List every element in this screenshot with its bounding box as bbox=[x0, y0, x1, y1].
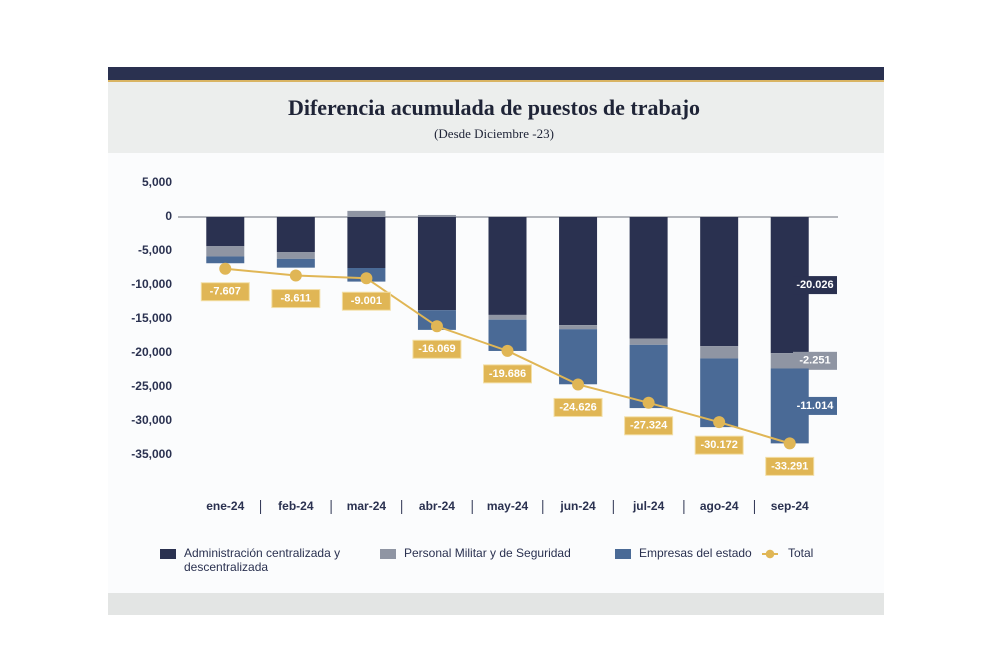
total-label: -33.291 bbox=[771, 460, 808, 472]
total-label: -7.607 bbox=[210, 286, 241, 298]
x-tick-label: abr-24 bbox=[419, 499, 455, 513]
y-tick-label: -5,000 bbox=[138, 243, 172, 257]
bar-segment bbox=[629, 217, 668, 339]
bar-segment bbox=[488, 314, 527, 320]
total-label: -30.172 bbox=[701, 439, 738, 451]
legend-item: Administración centralizada y descentral… bbox=[160, 546, 354, 574]
x-tick-label: feb-24 bbox=[278, 499, 314, 513]
bar-segment bbox=[206, 246, 245, 257]
total-point bbox=[430, 320, 443, 333]
total-label-box bbox=[412, 339, 462, 359]
y-tick-label: -35,000 bbox=[131, 447, 172, 461]
y-tick-label: -25,000 bbox=[131, 379, 172, 393]
end-label: -20.026 bbox=[796, 279, 833, 291]
x-tick-label: sep-24 bbox=[771, 499, 809, 513]
bar-segment bbox=[276, 252, 315, 259]
x-tick-label: jun-24 bbox=[559, 499, 596, 513]
y-tick-label: -10,000 bbox=[131, 277, 172, 291]
total-label-box bbox=[341, 291, 391, 311]
footer-band bbox=[108, 593, 884, 615]
end-label: -2.251 bbox=[799, 355, 830, 367]
total-label-box bbox=[200, 282, 250, 302]
total-point bbox=[713, 416, 726, 429]
y-tick-label: -30,000 bbox=[131, 413, 172, 427]
x-tick-label: jul-24 bbox=[632, 499, 665, 513]
bar-segment bbox=[559, 217, 598, 326]
total-label: -8.611 bbox=[281, 292, 312, 304]
end-label: -11.014 bbox=[797, 400, 835, 412]
bar-segment bbox=[700, 358, 739, 428]
total-label-box bbox=[553, 397, 603, 417]
top-stripe bbox=[108, 67, 884, 80]
total-point bbox=[783, 437, 796, 450]
total-point bbox=[360, 272, 373, 285]
end-label-box bbox=[793, 351, 837, 370]
total-point bbox=[289, 269, 302, 282]
y-tick-label: -20,000 bbox=[131, 345, 172, 359]
total-point bbox=[219, 262, 232, 275]
x-tick-label: may-24 bbox=[487, 499, 529, 513]
legend-item: Total bbox=[760, 546, 813, 560]
y-tick-label: -15,000 bbox=[131, 311, 172, 325]
bar-segment bbox=[206, 256, 245, 264]
legend-swatch bbox=[380, 549, 396, 559]
total-label: -19.686 bbox=[489, 368, 526, 380]
bar-segment bbox=[629, 338, 668, 345]
legend-label: Personal Militar y de Seguridad bbox=[404, 546, 571, 560]
end-label-box bbox=[793, 396, 837, 415]
legend-swatch bbox=[160, 549, 176, 559]
legend: Administración centralizada y descentral… bbox=[160, 546, 860, 586]
total-label: -27.324 bbox=[630, 420, 668, 432]
bar-segment bbox=[488, 217, 527, 315]
gold-rule bbox=[108, 80, 884, 82]
legend-swatch bbox=[760, 549, 780, 559]
bar-segment bbox=[417, 217, 456, 311]
bar-segment bbox=[276, 217, 315, 253]
total-label-box bbox=[483, 364, 532, 384]
total-label-box bbox=[624, 416, 674, 436]
total-label-box bbox=[271, 289, 321, 309]
chart-subtitle: (Desde Diciembre -23) bbox=[434, 126, 554, 141]
chart-title: Diferencia acumulada de puestos de traba… bbox=[288, 95, 700, 120]
legend-item: Empresas del estado bbox=[615, 546, 752, 560]
bar-segment bbox=[417, 214, 456, 217]
total-point bbox=[501, 344, 514, 357]
total-label-box bbox=[765, 456, 815, 476]
bar-segment bbox=[417, 310, 456, 330]
bar-segment bbox=[206, 217, 245, 247]
y-tick-label: 5,000 bbox=[142, 175, 172, 189]
total-label: -24.626 bbox=[559, 401, 596, 413]
header-band bbox=[108, 82, 884, 153]
total-label-box bbox=[694, 435, 744, 455]
legend-label: Administración centralizada y descentral… bbox=[184, 546, 341, 574]
legend-label: Empresas del estado bbox=[639, 546, 752, 560]
x-tick-label: mar-24 bbox=[347, 499, 387, 513]
bar-segment bbox=[700, 217, 739, 347]
legend-label: Total bbox=[788, 546, 814, 560]
x-tick-label: ago-24 bbox=[700, 499, 739, 513]
bar-segment bbox=[347, 210, 386, 217]
bar-segment bbox=[559, 325, 598, 330]
x-tick-label: ene-24 bbox=[206, 499, 244, 513]
y-tick-label: 0 bbox=[165, 209, 172, 223]
bar-segment bbox=[700, 346, 739, 359]
total-label: -16.069 bbox=[418, 343, 455, 355]
total-point bbox=[642, 396, 655, 409]
end-label-box bbox=[793, 276, 837, 295]
total-point bbox=[572, 378, 585, 391]
legend-swatch bbox=[615, 549, 631, 559]
bar-segment bbox=[559, 329, 598, 385]
total-label: -9.001 bbox=[351, 295, 382, 307]
legend-item: Personal Militar y de Seguridad bbox=[380, 546, 571, 560]
bar-segment bbox=[347, 217, 386, 268]
bar-segment bbox=[276, 258, 315, 268]
